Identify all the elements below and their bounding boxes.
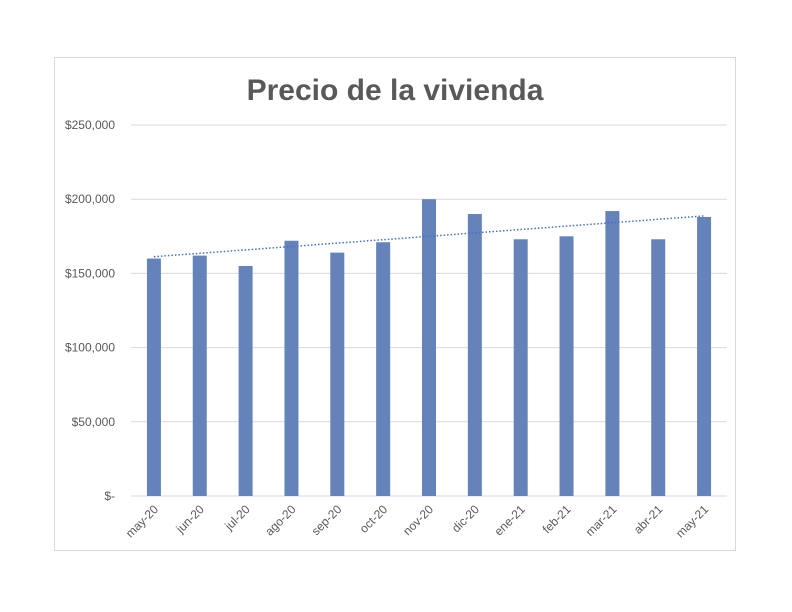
y-tick-label: $250,000 xyxy=(65,118,115,132)
bar-nov-20 xyxy=(422,199,436,496)
bar-jun-20 xyxy=(192,255,207,496)
bar-oct-20 xyxy=(376,242,391,496)
x-tick-label: may-20 xyxy=(123,502,161,540)
x-tick-label: feb-21 xyxy=(540,502,574,536)
x-tick-label: oct-20 xyxy=(357,502,391,536)
chart-svg: $- $50,000 $100,000 $150,000 $200,000 $250,00… xyxy=(65,74,727,540)
chart-frame: $- $50,000 $100,000 $150,000 $200,000 $250,00… xyxy=(54,57,736,551)
y-tick-label: $150,000 xyxy=(65,266,115,280)
x-tick-label: jun-20 xyxy=(173,502,207,536)
bar-sep-20 xyxy=(330,252,345,496)
trendline xyxy=(153,215,705,258)
bar-mar-21 xyxy=(605,211,620,496)
x-axis-labels: may-20 jun-20 jul-20 ago-20 sep-20 oct-20 nov-… xyxy=(123,502,712,540)
x-tick-label: mar-21 xyxy=(583,502,620,539)
y-axis-labels: $- $50,000 $100,000 $150,000 $200,000 $250,00… xyxy=(65,118,115,503)
y-tick-label: $100,000 xyxy=(65,341,115,355)
bar-abr-21 xyxy=(651,239,666,496)
x-tick-label: jul-20 xyxy=(221,502,253,534)
bar-may-21 xyxy=(697,217,712,496)
y-tick-label: $200,000 xyxy=(65,192,115,206)
trendline-group xyxy=(153,215,705,258)
y-tick-label: $50,000 xyxy=(72,415,116,429)
bar-ene-21 xyxy=(513,239,528,496)
bar-may-20 xyxy=(146,258,161,496)
bar-ago-20 xyxy=(284,240,299,496)
chart-title: Precio de la vivienda xyxy=(247,74,544,107)
x-tick-label: sep-20 xyxy=(309,502,345,538)
x-tick-label: abr-21 xyxy=(631,502,666,537)
x-tick-label: ago-20 xyxy=(262,502,299,539)
bar-jul-20 xyxy=(238,265,253,496)
x-tick-label: nov-20 xyxy=(400,502,436,538)
x-tick-label: dic-20 xyxy=(449,502,482,535)
x-tick-label: ene-21 xyxy=(491,502,528,539)
bar-dic-20 xyxy=(467,214,482,497)
y-tick-label: $- xyxy=(104,489,115,503)
bar-feb-21 xyxy=(559,236,574,497)
x-tick-label: may-21 xyxy=(673,502,711,540)
bars xyxy=(146,199,712,497)
